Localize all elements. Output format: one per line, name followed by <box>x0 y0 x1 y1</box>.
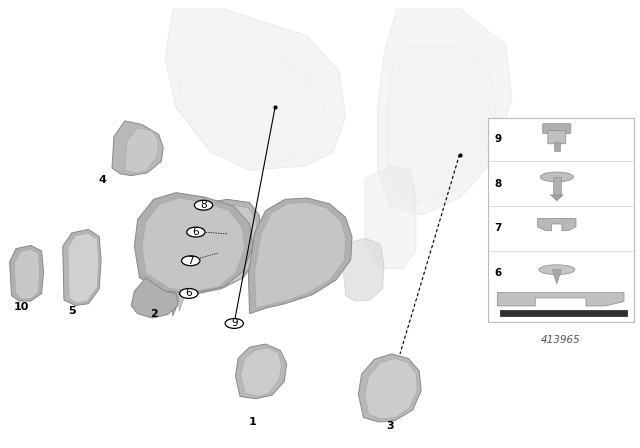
Ellipse shape <box>195 200 212 210</box>
Ellipse shape <box>225 319 243 328</box>
Text: 6: 6 <box>494 268 501 278</box>
Text: 6: 6 <box>193 227 199 237</box>
Text: 8: 8 <box>200 200 207 210</box>
Bar <box>554 142 560 151</box>
Polygon shape <box>248 198 352 314</box>
Text: 7: 7 <box>188 256 194 266</box>
Polygon shape <box>134 193 253 293</box>
Polygon shape <box>112 121 163 176</box>
FancyBboxPatch shape <box>543 124 571 134</box>
Polygon shape <box>178 45 326 161</box>
FancyBboxPatch shape <box>488 118 634 322</box>
Polygon shape <box>172 199 261 316</box>
Bar <box>553 177 561 195</box>
Polygon shape <box>538 219 576 231</box>
Text: 8: 8 <box>494 179 501 189</box>
Text: 3: 3 <box>387 422 394 431</box>
Polygon shape <box>178 205 257 311</box>
Polygon shape <box>10 246 44 301</box>
Polygon shape <box>550 195 563 201</box>
Polygon shape <box>131 278 178 318</box>
Polygon shape <box>255 202 346 308</box>
Polygon shape <box>365 166 416 269</box>
Polygon shape <box>387 45 496 202</box>
Polygon shape <box>241 348 282 396</box>
Polygon shape <box>125 128 159 173</box>
Polygon shape <box>365 358 417 419</box>
Text: 6: 6 <box>186 289 192 298</box>
Text: 9: 9 <box>231 319 237 328</box>
Polygon shape <box>63 229 101 306</box>
Text: 1: 1 <box>249 417 257 427</box>
Ellipse shape <box>180 289 198 298</box>
Text: 9: 9 <box>494 134 501 144</box>
Polygon shape <box>497 293 624 306</box>
Polygon shape <box>142 198 244 291</box>
Polygon shape <box>552 270 561 284</box>
FancyBboxPatch shape <box>548 130 566 144</box>
Polygon shape <box>14 249 40 299</box>
Text: 413965: 413965 <box>541 335 580 345</box>
Text: 7: 7 <box>494 224 502 233</box>
Ellipse shape <box>187 227 205 237</box>
Text: 10: 10 <box>13 302 29 312</box>
Ellipse shape <box>540 172 573 182</box>
Polygon shape <box>358 354 421 422</box>
Polygon shape <box>165 9 346 170</box>
Polygon shape <box>342 238 384 301</box>
Text: 2: 2 <box>150 310 157 319</box>
Polygon shape <box>500 310 627 316</box>
Ellipse shape <box>182 256 200 266</box>
Ellipse shape <box>539 265 575 275</box>
Polygon shape <box>236 344 287 399</box>
Text: 5: 5 <box>68 306 76 316</box>
Polygon shape <box>378 9 512 215</box>
Text: 4: 4 <box>99 175 106 185</box>
Polygon shape <box>68 233 99 303</box>
